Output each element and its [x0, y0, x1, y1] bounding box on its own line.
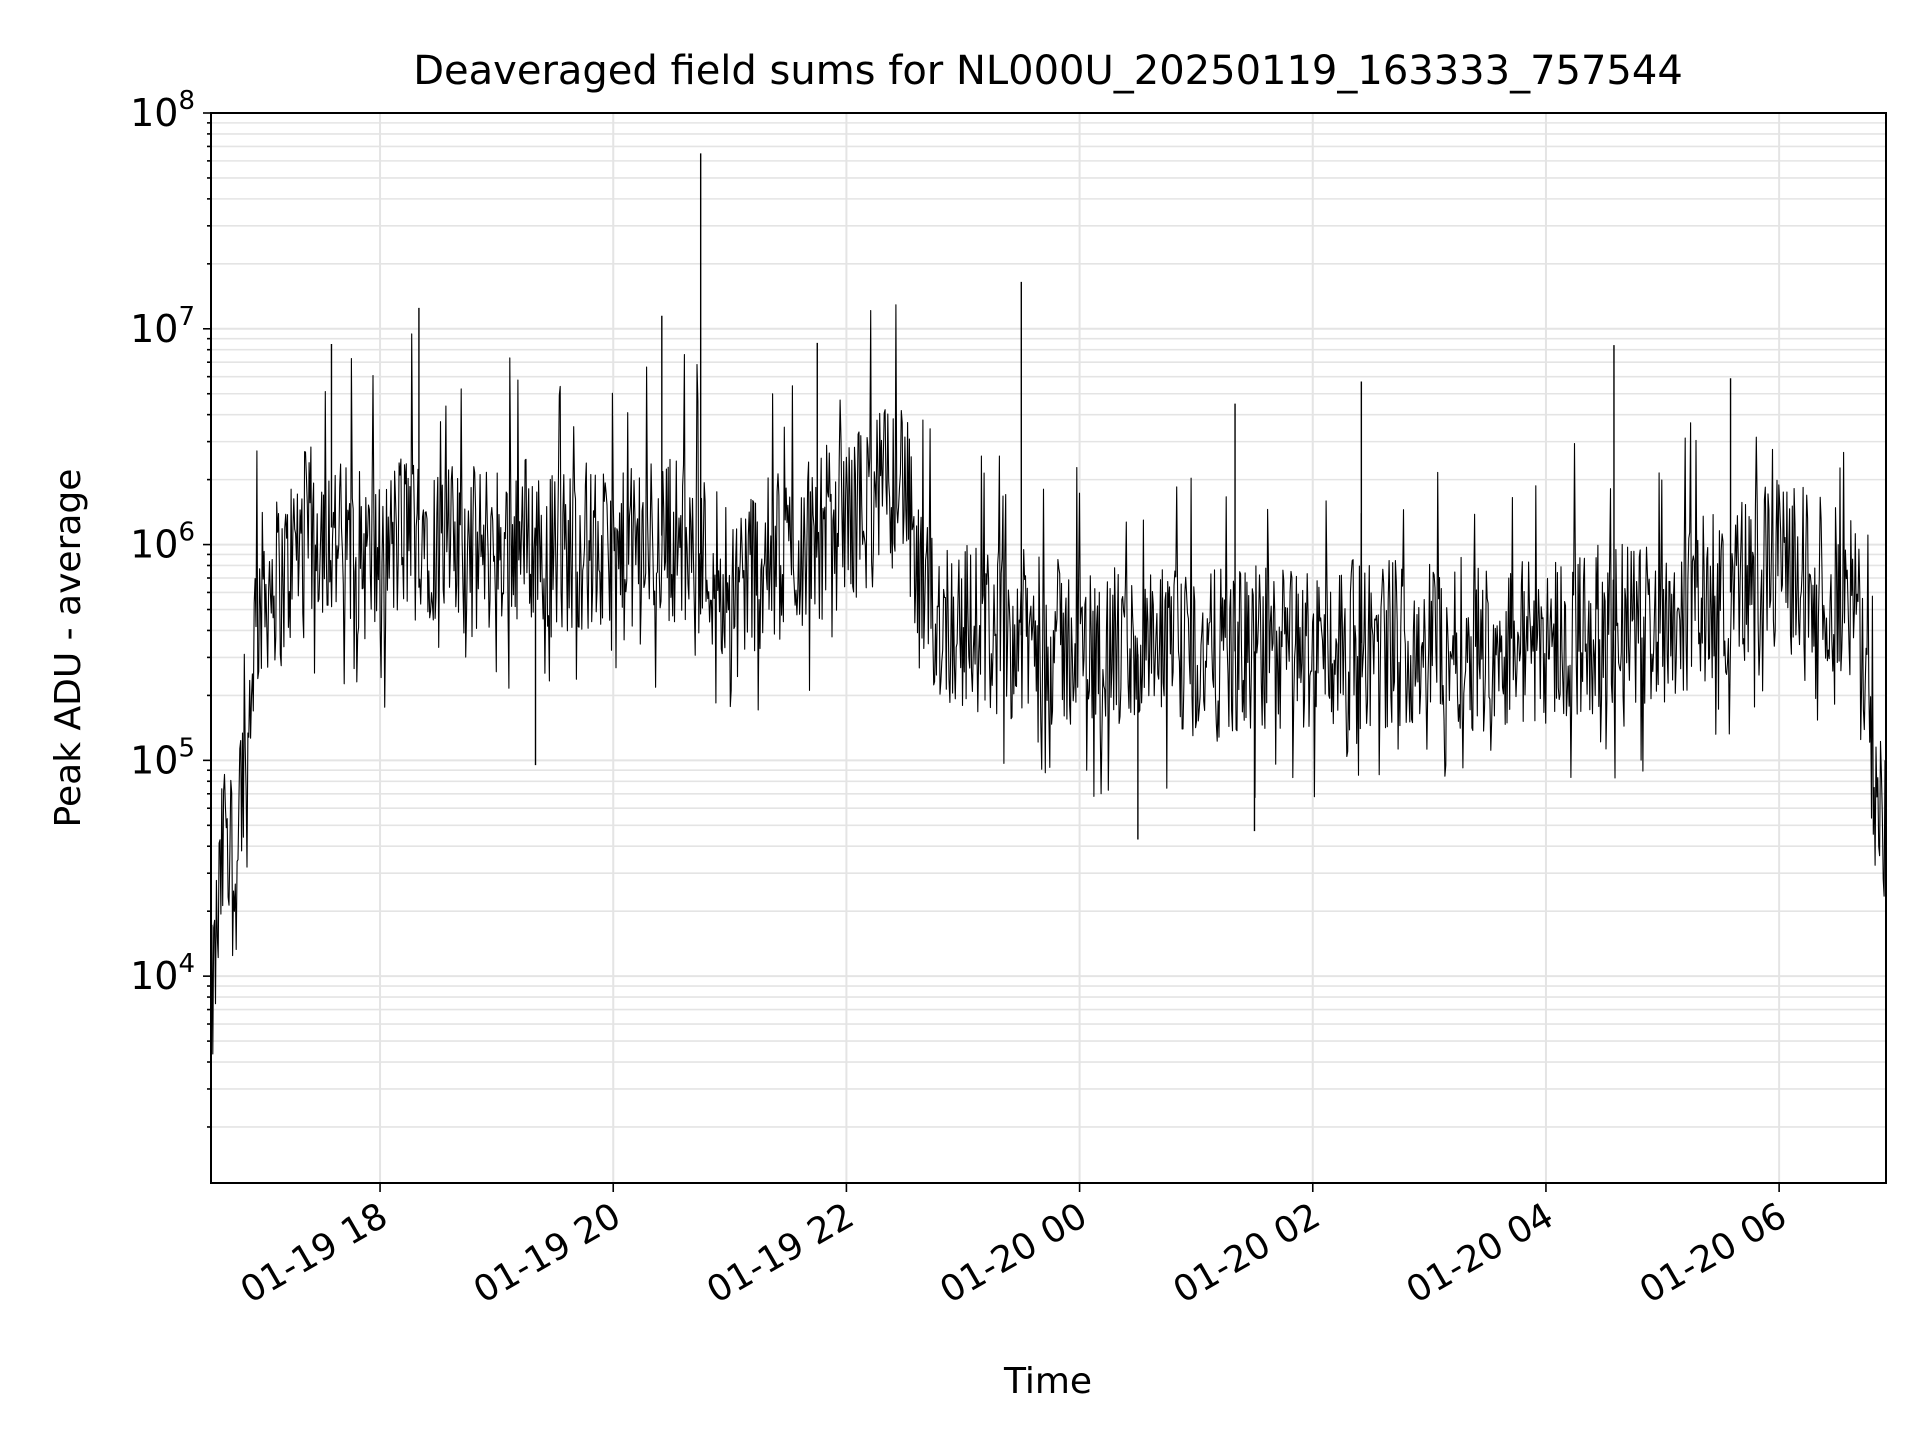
y-tick-base: 10	[130, 307, 178, 351]
chart-title: Deaveraged field sums for NL000U_2025011…	[413, 48, 1683, 94]
x-axis-label: Time	[1003, 1361, 1092, 1402]
y-tick-base: 10	[130, 91, 178, 135]
y-axis-label: Peak ADU - average	[48, 469, 89, 828]
y-tick-label: 106	[130, 518, 195, 567]
y-tick-exponent: 6	[178, 518, 195, 548]
y-tick-base: 10	[130, 738, 178, 782]
y-tick-base: 10	[130, 954, 178, 998]
series-line	[210, 304, 1887, 1055]
y-tick-label: 107	[130, 302, 195, 351]
y-tick-exponent: 5	[178, 733, 195, 763]
y-tick-base: 10	[130, 523, 178, 567]
y-tick-exponent: 4	[178, 949, 195, 979]
y-tick-label: 104	[130, 949, 195, 998]
plot-frame	[210, 112, 1887, 1184]
y-tick-label: 105	[130, 733, 195, 782]
data-series	[210, 153, 1887, 1055]
y-tick-exponent: 7	[178, 302, 195, 332]
y-tick-label: 108	[130, 86, 195, 135]
y-tick-exponent: 8	[178, 86, 195, 116]
